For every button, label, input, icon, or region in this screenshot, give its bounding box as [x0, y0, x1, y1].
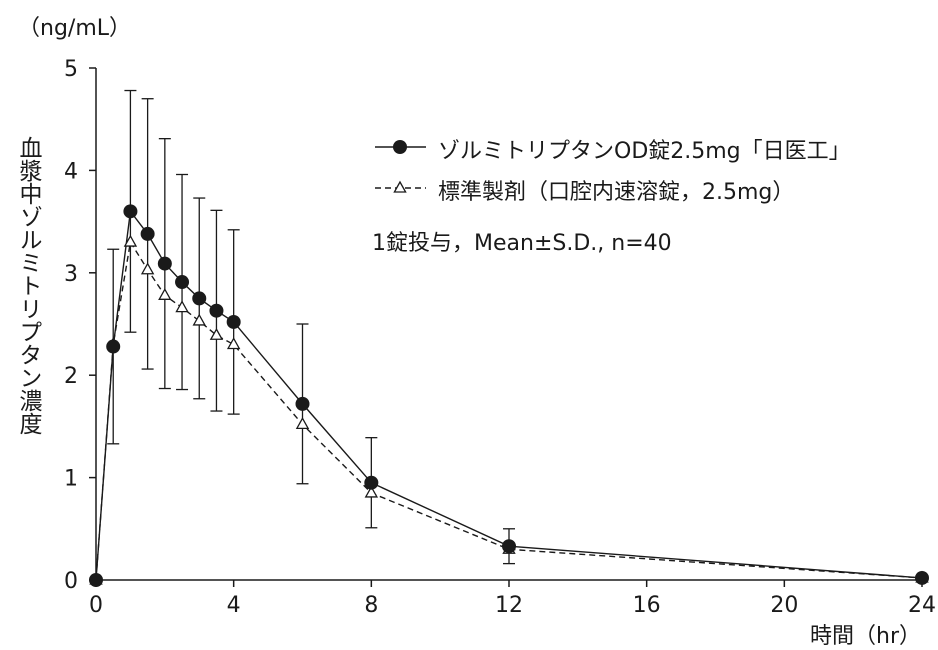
- y-tick-label: 4: [64, 159, 78, 184]
- data-point-test: [226, 314, 241, 329]
- data-point-test: [915, 570, 929, 585]
- legend-marker-reference: [393, 180, 407, 193]
- legend-label-test: ゾルミトリプタンOD錠2.5mg「日医工」: [438, 139, 851, 164]
- data-point-reference: [226, 337, 241, 350]
- x-tick-label: 16: [633, 593, 661, 618]
- x-tick-label: 0: [89, 593, 103, 618]
- data-point-test: [157, 256, 172, 271]
- x-tick-label: 12: [495, 593, 523, 618]
- data-point-reference: [364, 485, 379, 498]
- legend-label-reference: 標準製剤（口腔内速溶錠，2.5mg）: [438, 180, 795, 205]
- y-tick-label: 5: [64, 57, 78, 82]
- data-point-reference: [175, 300, 189, 313]
- data-point-test: [502, 539, 516, 554]
- y-tick-label: 0: [64, 569, 78, 594]
- series-line-test: [95, 209, 923, 581]
- y-tick-label: 3: [64, 262, 78, 287]
- y-unit-label: （ng/mL）: [18, 16, 132, 41]
- data-point-test: [209, 303, 224, 318]
- data-point-test: [192, 291, 207, 306]
- dosing-annotation: 1錠投与，Mean±S.D., n=40: [372, 231, 672, 256]
- data-point-test: [175, 275, 190, 290]
- y-tick-label: 2: [64, 364, 78, 389]
- data-point-test: [295, 396, 310, 411]
- y-tick-label: 1: [64, 467, 78, 492]
- data-point-reference: [158, 287, 172, 300]
- data-point-reference: [192, 313, 206, 326]
- y-axis-label: 血漿中ゾルミトリプタン濃度: [15, 136, 41, 435]
- x-tick-label: 4: [227, 593, 241, 618]
- data-point-reference: [209, 327, 224, 340]
- data-point-reference: [295, 417, 310, 430]
- data-point-test: [106, 339, 121, 354]
- data-point-test: [123, 204, 138, 219]
- data-point-reference: [140, 262, 155, 275]
- legend-marker-test: [393, 140, 407, 154]
- x-axis-label: 時間（hr）: [810, 624, 921, 649]
- data-point-test: [364, 475, 379, 490]
- x-tick-label: 8: [364, 593, 378, 618]
- data-point-reference: [123, 234, 138, 247]
- x-tick-label: 20: [770, 593, 798, 618]
- data-point-test: [89, 573, 103, 587]
- x-tick-label: 24: [908, 593, 936, 618]
- data-point-test: [140, 226, 155, 241]
